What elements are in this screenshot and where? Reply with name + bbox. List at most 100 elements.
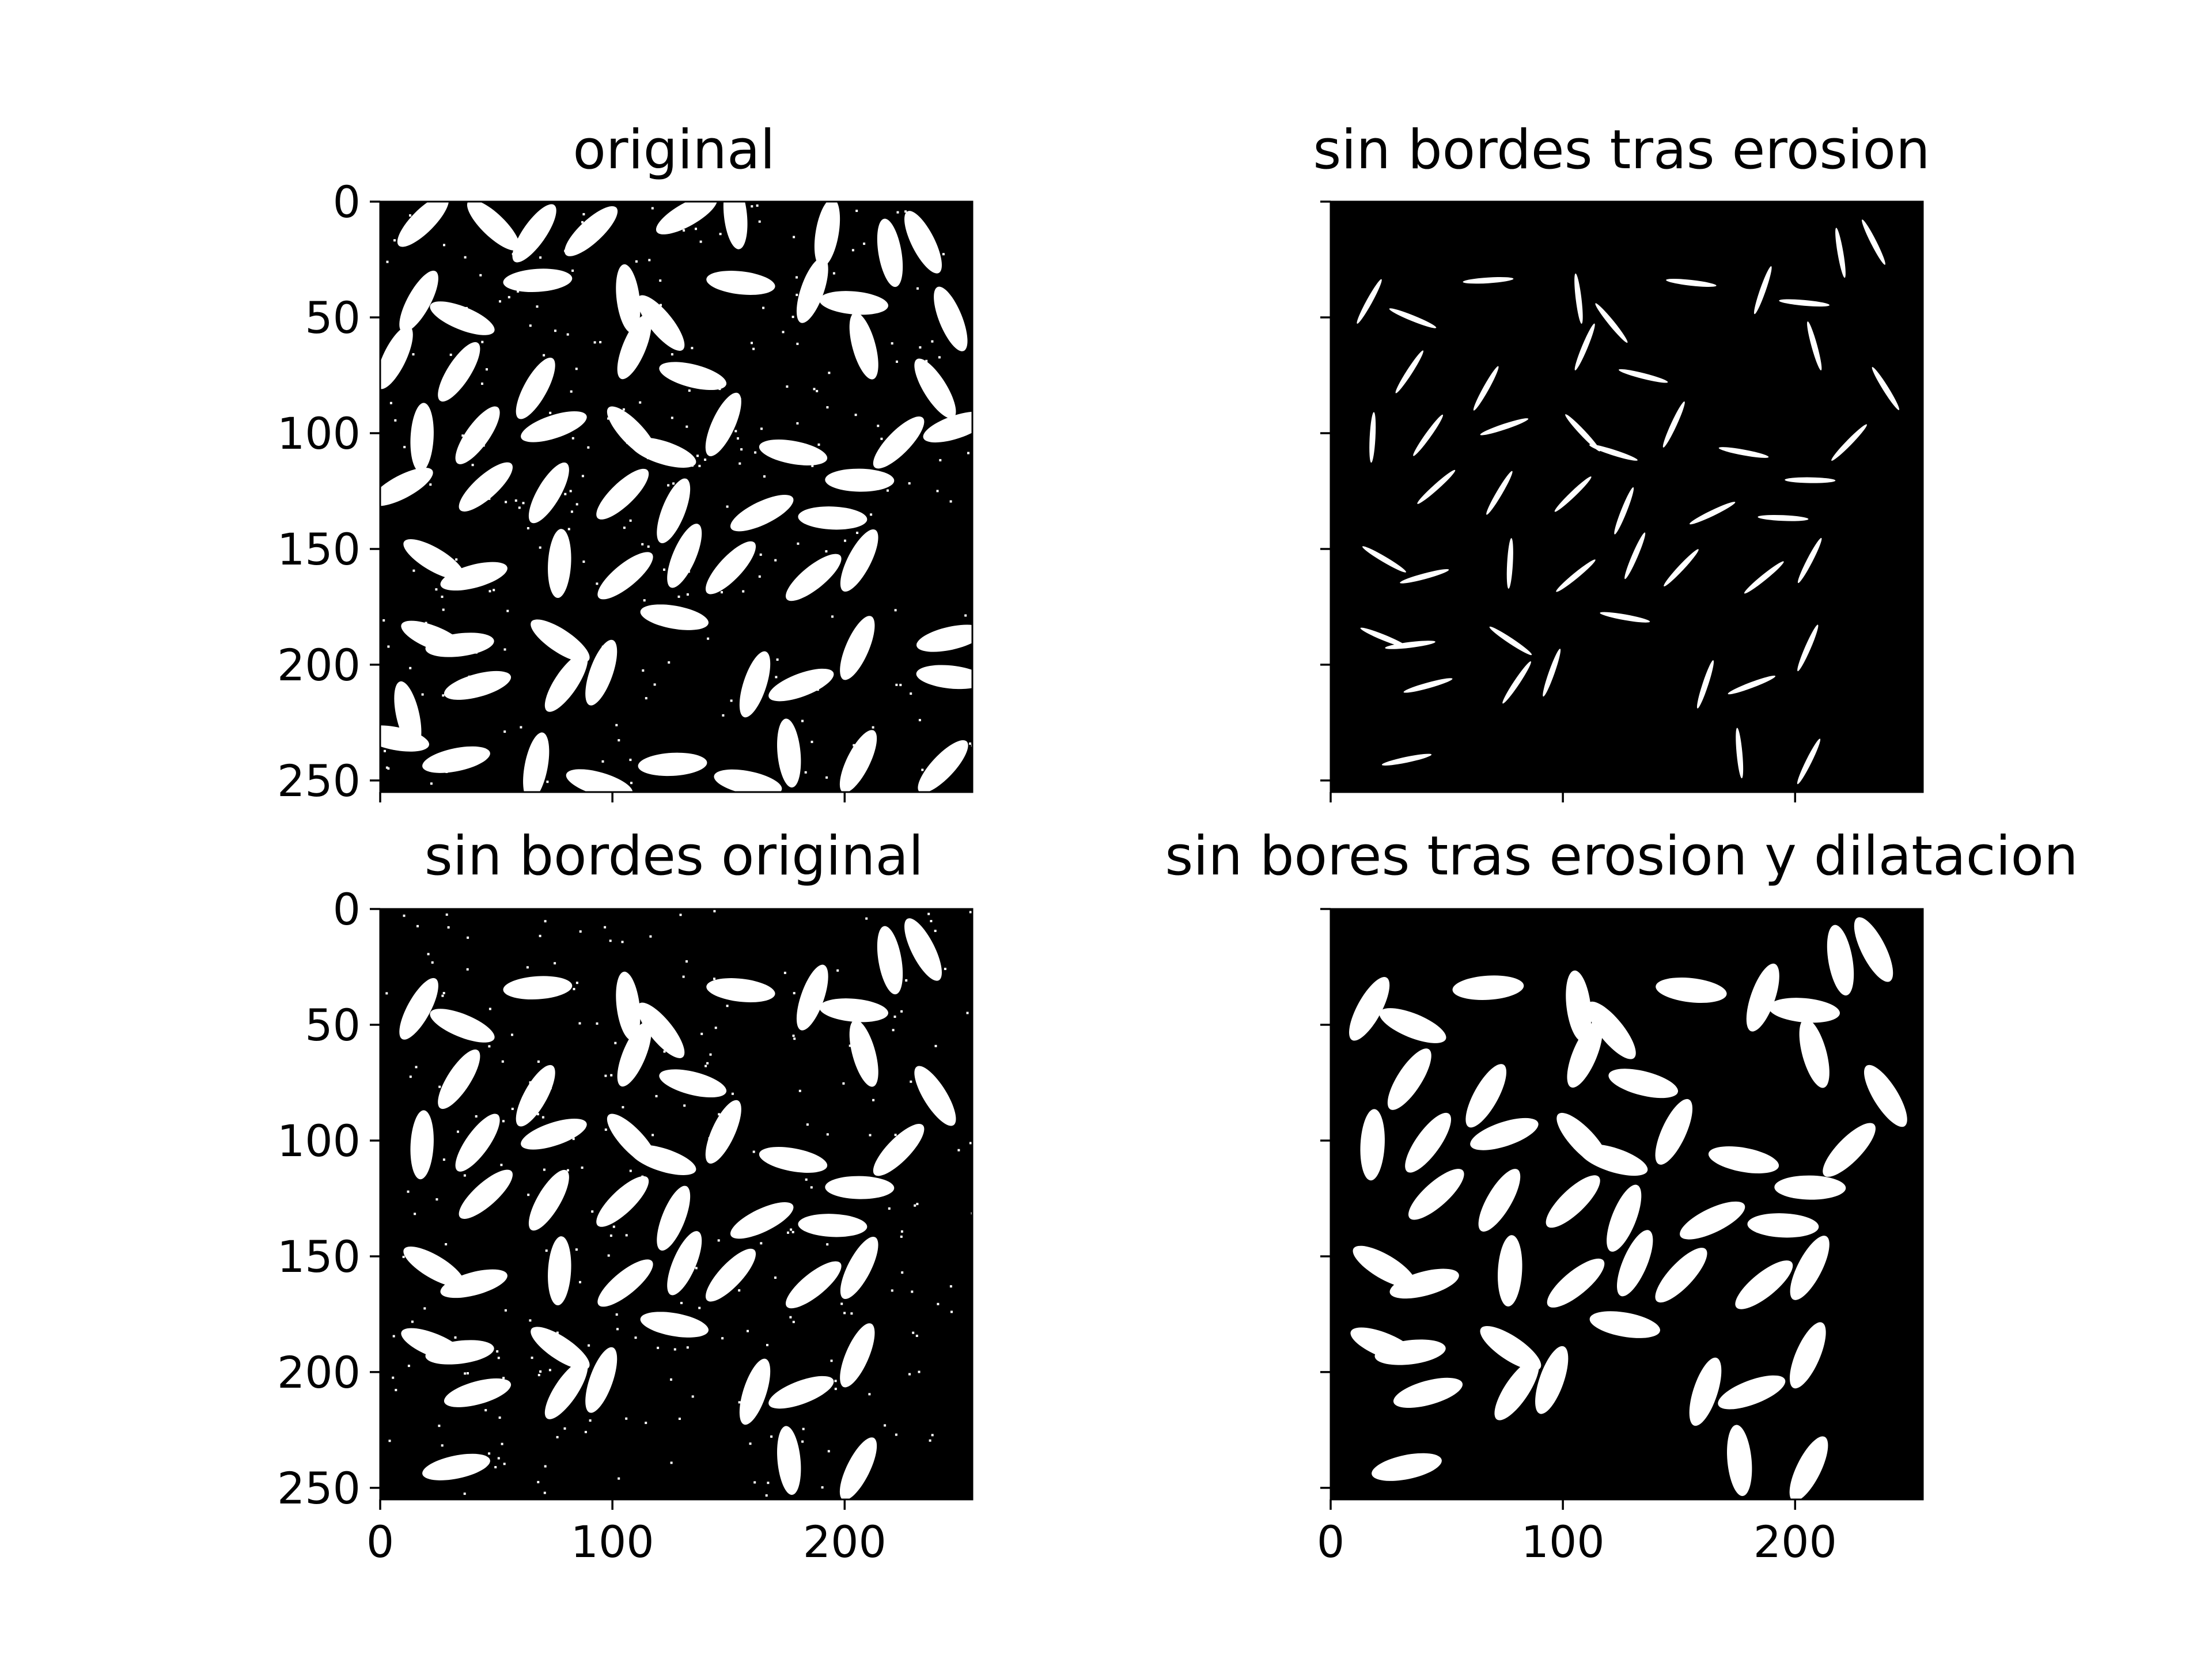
y-tick-label: 150 [277, 524, 361, 575]
noise-speck [816, 389, 819, 392]
noise-speck [752, 1150, 755, 1153]
noise-speck [934, 930, 937, 932]
noise-speck [463, 1174, 466, 1177]
noise-speck [816, 688, 819, 691]
grain-blob [730, 1202, 794, 1239]
noise-speck [468, 1203, 471, 1206]
noise-speck [832, 272, 835, 275]
noise-speck [394, 419, 397, 422]
noise-speck [403, 914, 406, 917]
noise-speck [840, 1302, 843, 1305]
noise-speck [910, 1080, 912, 1083]
noise-speck [916, 1203, 919, 1206]
noise-speck [704, 1065, 707, 1067]
noise-speck [682, 975, 685, 978]
grain-blob [777, 718, 801, 788]
noise-speck [411, 1320, 414, 1323]
noise-speck [639, 401, 642, 404]
noise-speck [453, 1293, 456, 1296]
noise-speck [480, 1028, 483, 1031]
grain-blob [840, 1236, 878, 1300]
grain-blob [544, 1360, 588, 1419]
noise-speck [559, 556, 562, 559]
grain-blob [528, 1169, 569, 1231]
grain-blob [1736, 728, 1744, 779]
noise-speck [937, 1302, 940, 1305]
noise-speck [710, 449, 713, 452]
grain-blob [1565, 414, 1600, 452]
grain-blob [521, 1118, 587, 1150]
noise-speck [575, 368, 578, 370]
grain-blob [1574, 323, 1595, 370]
noise-speck [957, 1149, 960, 1152]
noise-speck [679, 914, 682, 916]
noise-speck [685, 425, 688, 428]
noise-speck [931, 1434, 934, 1437]
noise-speck [810, 740, 813, 743]
noise-speck [593, 341, 596, 344]
noise-speck [613, 1204, 616, 1207]
noise-speck [614, 1041, 617, 1044]
noise-speck [800, 1010, 802, 1013]
grain-blob [723, 202, 748, 249]
noise-speck [581, 221, 584, 224]
grain-blob [1758, 514, 1809, 521]
grain-blob [873, 1124, 925, 1176]
noise-speck [691, 464, 694, 467]
noise-speck [386, 260, 389, 263]
noise-speck [934, 1044, 937, 1047]
noise-speck [685, 960, 688, 963]
noise-speck [966, 1012, 969, 1014]
noise-speck [802, 1427, 805, 1430]
noise-speck [496, 1350, 499, 1353]
noise-speck [441, 1444, 444, 1447]
noise-speck [751, 342, 753, 344]
x-tick-label: 0 [1317, 1516, 1344, 1567]
noise-speck [520, 726, 522, 729]
noise-speck [464, 1372, 467, 1375]
panel-original: original 0 50 100 150 200 250 [277, 119, 974, 806]
grain-blob [637, 295, 685, 351]
noise-speck [529, 1081, 532, 1084]
noise-speck [480, 571, 483, 574]
noise-speck [870, 513, 873, 516]
grain-blob [548, 1236, 571, 1306]
noise-speck [767, 1482, 770, 1484]
grain-blob [630, 1145, 696, 1175]
grain-blob [759, 440, 828, 465]
grain-blob [1408, 1169, 1464, 1220]
noise-speck [572, 1138, 575, 1141]
noise-speck [564, 493, 567, 495]
noise-speck [967, 452, 969, 454]
noise-speck [655, 1094, 658, 1097]
noise-speck [766, 1344, 768, 1346]
noise-speck [791, 316, 794, 319]
noise-speck [699, 1088, 702, 1091]
noise-speck [698, 1306, 701, 1309]
noise-speck [800, 516, 802, 518]
y-tick-label: 100 [277, 408, 361, 459]
noise-speck [409, 1075, 412, 1078]
grain-blob [1393, 1377, 1463, 1408]
noise-speck [393, 239, 396, 242]
noise-speck [856, 532, 859, 534]
noise-speck [563, 683, 566, 685]
noise-speck [695, 1267, 698, 1270]
noise-speck [804, 296, 806, 298]
noise-speck [388, 1440, 391, 1442]
noise-speck [854, 414, 857, 416]
noise-speck [537, 1480, 540, 1483]
noise-speck [615, 724, 618, 726]
noise-speck [695, 228, 697, 230]
noise-speck [591, 1210, 594, 1213]
grain-blob [705, 392, 741, 457]
noise-speck [449, 353, 452, 356]
noise-speck [925, 359, 928, 362]
noise-speck [730, 699, 733, 702]
noise-speck [830, 1359, 833, 1362]
noise-speck [641, 1142, 644, 1145]
noise-speck [676, 753, 679, 756]
noise-speck [653, 1031, 656, 1034]
noise-speck [604, 926, 607, 929]
grain-blob [798, 1214, 868, 1237]
